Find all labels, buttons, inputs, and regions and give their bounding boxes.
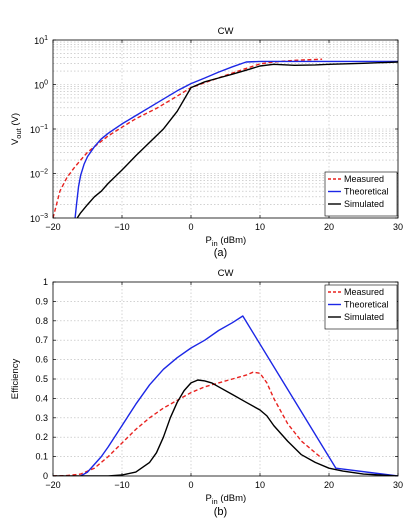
- legend-label-measured: Measured: [344, 174, 384, 184]
- legend: Measured Theoretical Simulated: [324, 284, 398, 330]
- y-tick-exponent: −2: [40, 169, 48, 176]
- y-tick-exponent: 1: [44, 35, 48, 42]
- x-tick-label: 10: [255, 222, 265, 232]
- y-tick-label: 0.9: [35, 296, 48, 306]
- y-tick-label: 10−1: [30, 124, 48, 135]
- x-tick-label: 20: [324, 222, 334, 232]
- series-line-simulated: [53, 379, 398, 476]
- y-axis-label: Vout (V): [10, 113, 23, 145]
- y-tick-label: 1: [43, 277, 48, 287]
- x-axis-label-main: P: [206, 493, 212, 504]
- x-tick-label: −10: [114, 222, 129, 232]
- x-axis-label-subscript: in: [212, 239, 218, 248]
- y-tick-label: 0.8: [35, 316, 48, 326]
- y-tick-label: 0.5: [35, 374, 48, 384]
- series-line-theoretical: [74, 60, 398, 218]
- x-tick-label: −20: [45, 222, 60, 232]
- y-tick-exponent: 0: [44, 80, 48, 87]
- figure-caption: (b): [214, 506, 227, 518]
- x-tick-label: 0: [188, 480, 193, 490]
- x-tick-label: 10: [255, 480, 265, 490]
- chart-b: −20 −10 0 10 20 30 0 0.1 0.2 0.3 0.4 0.5 0.6 0.7 0.8 0.…: [10, 268, 403, 518]
- chart-title: CW: [218, 26, 234, 37]
- legend-label-simulated: Simulated: [344, 312, 384, 322]
- y-tick-label: 0.1: [35, 452, 48, 462]
- x-axis-label-unit: (dBm): [218, 493, 247, 504]
- legend-label-theoretical: Theoretical: [344, 300, 389, 310]
- y-tick-label: 0.6: [35, 355, 48, 365]
- y-tick-label: 0.4: [35, 393, 48, 403]
- x-axis-label-main: P: [206, 235, 212, 246]
- legend-box: [324, 284, 398, 330]
- series-group: [53, 315, 398, 476]
- chart-title: CW: [218, 268, 234, 279]
- y-axis-label-main: V: [10, 138, 21, 145]
- series-line-simulated: [76, 61, 398, 218]
- y-axis-label-main: Efficiency: [10, 359, 21, 400]
- figure-caption: (a): [214, 247, 227, 259]
- y-tick-label: 100: [34, 80, 48, 91]
- x-tick-label: −10: [114, 480, 129, 490]
- y-tick-label: 0: [43, 471, 48, 481]
- x-tick-label: 30: [393, 480, 403, 490]
- legend-box: [324, 171, 398, 217]
- legend: Measured Theoretical Simulated: [324, 171, 398, 217]
- y-tick-label: 0.3: [35, 413, 48, 423]
- x-tick-label: 0: [188, 222, 193, 232]
- x-tick-label: 30: [393, 222, 403, 232]
- x-axis-label-unit: (dBm): [218, 235, 247, 246]
- series-line-measured: [53, 58, 323, 218]
- y-tick-base: 10: [34, 81, 44, 91]
- y-tick-label: 0.2: [35, 432, 48, 442]
- x-axis-label-subscript: in: [212, 497, 218, 506]
- y-tick-base: 10: [34, 36, 44, 46]
- y-tick-exponent: −1: [40, 124, 48, 131]
- y-axis-label-subscript: out: [14, 127, 23, 138]
- x-tick-label: −20: [45, 480, 60, 490]
- y-tick-label: 10−2: [30, 169, 48, 180]
- y-axis-label-unit: (V): [10, 113, 21, 128]
- y-tick-base: 10: [30, 214, 40, 224]
- y-axis-label: Efficiency: [10, 359, 21, 400]
- series-group: [53, 58, 398, 218]
- series-line-theoretical: [80, 315, 398, 476]
- y-tick-exponent: −3: [40, 213, 48, 220]
- y-tick-base: 10: [30, 170, 40, 180]
- legend-label-measured: Measured: [344, 287, 384, 297]
- legend-label-theoretical: Theoretical: [344, 187, 389, 197]
- legend-label-simulated: Simulated: [344, 199, 384, 209]
- y-tick-label: 101: [34, 35, 48, 46]
- x-axis-label: Pin (dBm): [206, 235, 247, 248]
- x-axis-label: Pin (dBm): [206, 493, 247, 506]
- y-tick-label: 10−3: [30, 213, 48, 224]
- y-tick-base: 10: [30, 125, 40, 135]
- x-tick-label: 20: [324, 480, 334, 490]
- y-tick-label: 0.7: [35, 335, 48, 345]
